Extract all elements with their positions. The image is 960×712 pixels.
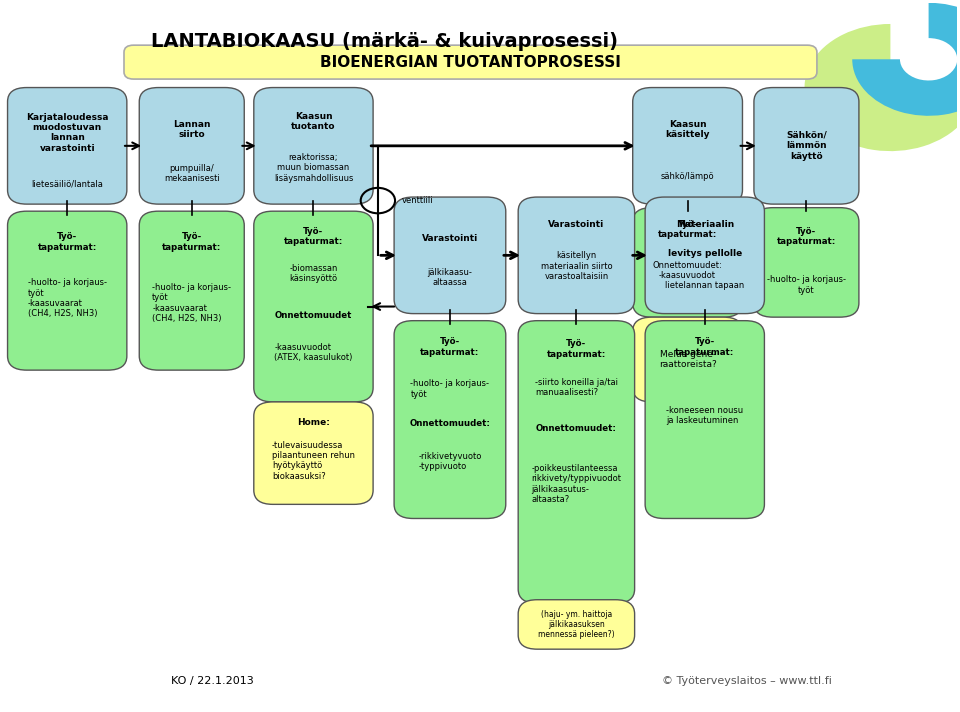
Text: Työ-
tapaturmat:: Työ- tapaturmat:: [162, 232, 222, 252]
Text: -rikkivetyvuoto
-typpivuoto: -rikkivetyvuoto -typpivuoto: [419, 452, 482, 471]
FancyBboxPatch shape: [754, 208, 859, 317]
Text: Onnettomuudet: Onnettomuudet: [275, 311, 352, 320]
FancyBboxPatch shape: [124, 45, 817, 79]
Text: -koneeseen nousu
ja laskeutuminen: -koneeseen nousu ja laskeutuminen: [666, 406, 743, 426]
Text: Onnettomuudet:: Onnettomuudet:: [410, 419, 491, 428]
FancyBboxPatch shape: [8, 211, 127, 370]
Text: Varastointi: Varastointi: [548, 220, 605, 229]
FancyBboxPatch shape: [633, 88, 742, 204]
Text: Karjataloudessa
muodostuvan
lannan
varastointi: Karjataloudessa muodostuvan lannan varas…: [26, 112, 108, 153]
Text: (haju- ym. haittoja
jälkikaasuksen
mennessä pieleen?): (haju- ym. haittoja jälkikaasuksen menne…: [539, 609, 614, 639]
Text: -tulevaisuudessa
pilaantuneen rehun
hyötykäyttö
biokaasuksi?: -tulevaisuudessa pilaantuneen rehun hyöt…: [272, 441, 355, 481]
Text: Kaasun
tuotanto: Kaasun tuotanto: [291, 112, 336, 132]
Text: sähkö/lämpö: sähkö/lämpö: [660, 172, 714, 181]
Text: Kaasun
käsittely: Kaasun käsittely: [665, 120, 709, 139]
FancyBboxPatch shape: [139, 211, 244, 370]
Text: lietelannan tapaan: lietelannan tapaan: [665, 281, 744, 290]
Text: -huolto- ja korjaus-
työt
-kaasuvaarat
(CH4, H2S, NH3): -huolto- ja korjaus- työt -kaasuvaarat (…: [153, 283, 231, 323]
FancyBboxPatch shape: [645, 197, 764, 313]
FancyBboxPatch shape: [139, 88, 244, 204]
FancyBboxPatch shape: [518, 197, 635, 313]
Text: Työ-
tapaturmat:: Työ- tapaturmat:: [420, 337, 480, 357]
Text: Sähkön/
lämmön
käyttö: Sähkön/ lämmön käyttö: [786, 131, 827, 161]
Wedge shape: [804, 24, 960, 151]
Text: Työ-
tapaturmat:: Työ- tapaturmat:: [675, 337, 734, 357]
Text: käsitellyn
materiaalin siirto
varastoaltaisiin: käsitellyn materiaalin siirto varastoalt…: [540, 251, 612, 281]
FancyBboxPatch shape: [253, 88, 373, 204]
Text: -biomassan
käsinsyöttö: -biomassan käsinsyöttö: [289, 263, 338, 283]
Text: pumpuilla/
mekaanisesti: pumpuilla/ mekaanisesti: [164, 164, 220, 183]
FancyBboxPatch shape: [518, 320, 635, 603]
Text: reaktorissa;
muun biomassan
lisäysmahdollisuus: reaktorissa; muun biomassan lisäysmahdol…: [274, 153, 353, 183]
FancyBboxPatch shape: [8, 88, 127, 204]
FancyBboxPatch shape: [395, 320, 506, 518]
Wedge shape: [852, 3, 960, 116]
Text: Onnettomuudet:
-kaasuvuodot: Onnettomuudet: -kaasuvuodot: [653, 261, 723, 281]
Text: Home:: Home:: [297, 418, 330, 427]
Text: Työ-
tapaturmat:: Työ- tapaturmat:: [284, 227, 343, 246]
Text: -poikkeustilanteessa
rikkivety/typpivuodot
jälkikaasutus-
altaasta?: -poikkeustilanteessa rikkivety/typpivuod…: [532, 464, 621, 504]
FancyBboxPatch shape: [645, 320, 764, 518]
Text: KO / 22.1.2013: KO / 22.1.2013: [172, 676, 254, 686]
Text: lietesäiliö/lantala: lietesäiliö/lantala: [32, 179, 103, 189]
Text: -huolto- ja korjaus-
työt: -huolto- ja korjaus- työt: [767, 276, 846, 295]
Text: Melua gene-
raattoreista?: Melua gene- raattoreista?: [659, 350, 716, 370]
Text: levitys pellolle: levitys pellolle: [667, 248, 742, 258]
Text: Työ-
tapaturmat:: Työ- tapaturmat:: [37, 232, 97, 252]
Text: -kaasuvuodot
(ATEX, kaasulukot): -kaasuvuodot (ATEX, kaasulukot): [275, 342, 352, 362]
Text: Työ-
tapaturmat:: Työ- tapaturmat:: [658, 220, 717, 239]
Text: Onnettomuudet:: Onnettomuudet:: [536, 424, 617, 434]
Text: Lannan
siirto: Lannan siirto: [173, 120, 210, 139]
FancyBboxPatch shape: [633, 317, 742, 402]
Text: Varastointi: Varastointi: [421, 234, 478, 244]
Text: -huolto- ja korjaus-
työt
-kaasuvaarat
(CH4, H2S, NH3): -huolto- ja korjaus- työt -kaasuvaarat (…: [28, 278, 107, 318]
Text: jälkikaasu-
altaassa: jälkikaasu- altaassa: [427, 268, 472, 287]
FancyBboxPatch shape: [754, 88, 859, 204]
Text: Työ-
tapaturmat:: Työ- tapaturmat:: [777, 227, 836, 246]
Text: Materiaalin: Materiaalin: [676, 220, 733, 229]
Text: BIOENERGIAN TUOTANTOPROSESSI: BIOENERGIAN TUOTANTOPROSESSI: [320, 55, 621, 70]
Text: -siirto koneilla ja/tai
manuaalisesti?: -siirto koneilla ja/tai manuaalisesti?: [535, 378, 618, 397]
Text: venttiili: venttiili: [401, 196, 433, 205]
FancyBboxPatch shape: [633, 208, 742, 317]
FancyBboxPatch shape: [253, 402, 373, 504]
Text: Työ-
tapaturmat:: Työ- tapaturmat:: [547, 340, 606, 359]
FancyBboxPatch shape: [395, 197, 506, 313]
Text: -huolto- ja korjaus-
työt: -huolto- ja korjaus- työt: [411, 379, 490, 399]
FancyBboxPatch shape: [518, 600, 635, 649]
Text: © Työterveyslaitos – www.ttl.fi: © Työterveyslaitos – www.ttl.fi: [662, 676, 832, 686]
FancyBboxPatch shape: [253, 211, 373, 402]
Text: LANTABIOKAASU (märkä- & kuivaprosessi): LANTABIOKAASU (märkä- & kuivaprosessi): [151, 32, 618, 51]
